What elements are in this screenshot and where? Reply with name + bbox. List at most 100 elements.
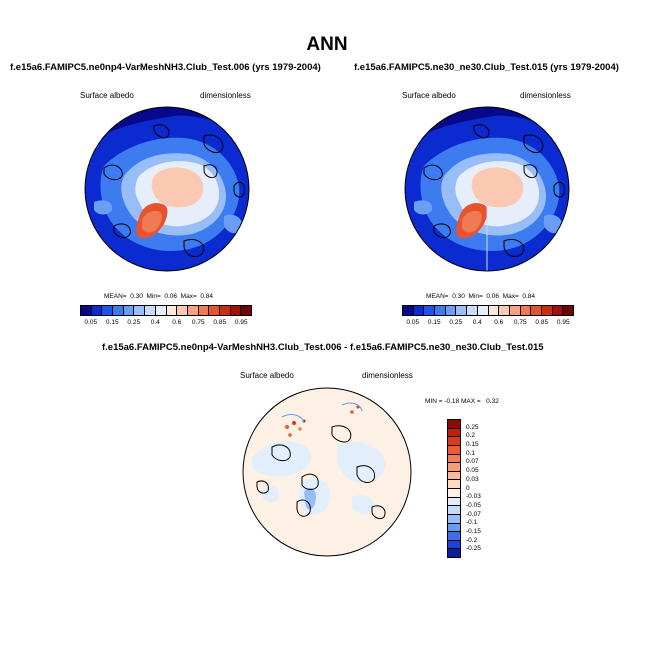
panel2-colorbar-swatch [403,306,413,315]
panel1-stats: MEAN= 0.30 Min= 0.06 Max= 0.84 [104,293,214,300]
panel2-units-label: dimensionless [520,91,571,100]
panel2-colorbar-swatch [498,306,509,315]
panel1-colorbar-swatch [144,306,155,315]
difference-colorbar-swatch [448,453,460,463]
panel2-colorbar-tick-label: 0.15 [427,319,441,326]
panel1-colorbar-tick-label: 0.75 [191,319,205,326]
panel1-colorbar-swatch [208,306,219,315]
panel1-colorbar-swatch [229,306,241,315]
difference-colorbar-swatch [448,436,460,445]
difference-colorbar-swatch [448,513,460,523]
panel2-colorbar-swatch [423,306,435,315]
panel1-colorbar-tick-label: 0.4 [150,319,160,326]
difference-title: f.e15a6.FAMIPC5.ne0np4-VarMeshNH3.Club_T… [102,342,544,353]
panel1-colorbar-swatch [101,306,113,315]
panel2-colorbar-swatch [551,306,563,315]
difference-colorbar-swatch [448,462,460,471]
panel1-variable-label: Surface albedo [80,91,134,100]
panel1-colorbar-tick-label: 0.25 [127,319,141,326]
panel2-colorbar-swatch [519,306,531,315]
difference-colorbar-tick-label: -0.07 [466,510,481,518]
difference-colorbar-tick-label: -0.1 [466,519,478,527]
difference-colorbar-swatch [448,427,460,437]
panel1-coastlines [103,134,246,257]
panel2-variable-label: Surface albedo [402,91,456,100]
panel1-colorbar-swatch [154,306,166,315]
difference-colorbar-swatch [448,496,460,506]
panel1-colorbar-swatch [133,306,145,315]
page-title: ANN [306,34,348,55]
difference-colorbar-tick-label: 0.15 [466,441,479,449]
panel1-colorbar-swatch [240,306,251,315]
panel2-colorbar-tick-label: 0.6 [494,319,504,326]
panel2-colorbar-tick-label: 0.75 [513,319,527,326]
panel2-colorbar-swatch [487,306,499,315]
panel2-colorbar-swatch [412,306,424,315]
difference-units-label: dimensionless [362,371,413,380]
panel1-colorbar-swatch [218,306,230,315]
panel1-polar-map [84,106,250,272]
difference-colorbar-swatch [448,548,460,557]
difference-stats: MIN = -0.18 MAX = 0.32 [425,398,499,405]
panel2-colorbar-tick-label: 0.05 [406,319,420,326]
panel1-colorbar [80,305,252,316]
difference-variable-label: Surface albedo [240,371,294,380]
panel2-colorbar-swatch [434,306,445,315]
difference-colorbar-tick-label: -0.03 [466,493,481,501]
difference-colorbar-swatch [448,470,460,480]
difference-colorbar-tick-label: 0.2 [466,432,476,440]
panel2-colorbar-tick-label: 0.4 [472,319,482,326]
panel1-case-title: f.e15a6.FAMIPC5.ne0np4-VarMeshNH3.Club_T… [10,62,321,73]
difference-colorbar-tick-label: 0.1 [466,449,476,457]
panel2-colorbar-swatch [455,306,467,315]
panel2-polar-map [404,106,570,272]
panel2-colorbar-swatch [530,306,541,315]
difference-colorbar-tick-label: 0.07 [466,458,479,466]
panel2-colorbar-tick-label: 0.85 [535,319,549,326]
panel1-colorbar-swatch [112,306,123,315]
panel1-colorbar-swatch [81,306,91,315]
panel2-stats: MEAN= 0.30 Min= 0.06 Max= 0.84 [426,293,536,300]
difference-colorbar-tick-label: 0.05 [466,467,479,475]
panel1-colorbar-swatch [176,306,187,315]
panel1-colorbar-tick-label: 0.6 [172,319,182,326]
panel1-colorbar-swatch [197,306,209,315]
panel1-colorbar-tick-label: 0.85 [213,319,227,326]
difference-colorbar-tick-label: -0.05 [466,501,481,509]
difference-colorbar-tick-label: -0.25 [466,545,481,553]
difference-coastlines [271,425,376,490]
difference-colorbar-swatch [448,539,460,549]
panel2-colorbar-swatch [444,306,456,315]
panel1-colorbar-swatch [90,306,102,315]
difference-polar-map [242,387,412,557]
panel1-colorbar-swatch [165,306,177,315]
difference-colorbar-tick-label: 0 [466,484,470,492]
difference-colorbar-tick-label: 0.03 [466,475,479,483]
difference-colorbar-swatch [448,531,460,540]
panel1-units-label: dimensionless [200,91,251,100]
panel2-colorbar [402,305,574,316]
difference-colorbar-swatch [448,420,460,428]
difference-colorbar-swatch [448,444,460,454]
panel2-colorbar-labels: 0.05 0.15 0.25 0.4 0.6 0.75 0.85 0.95 [402,319,574,329]
difference-colorbar-swatch [448,488,460,497]
panel1-colorbar-tick-label: 0.95 [234,319,248,326]
panel2-colorbar-swatch [508,306,520,315]
panel2-colorbar-swatch [540,306,552,315]
difference-colorbar-tick-label: 0.25 [466,423,479,431]
difference-colorbar-labels: 0.25 0.2 0.15 0.1 0.07 0.05 0.03 0 -0.03 -0.05 -0.… [466,419,506,558]
difference-colorbar-swatch [448,505,460,514]
panel2-colorbar-swatch [476,306,488,315]
panel1-colorbar-labels: 0.05 0.15 0.25 0.4 0.6 0.75 0.85 0.95 [80,319,252,329]
panel2-colorbar-tick-label: 0.95 [556,319,570,326]
panel2-case-title: f.e15a6.FAMIPC5.ne30_ne30.Club_Test.015 … [354,62,619,73]
difference-colorbar [447,419,461,558]
difference-colorbar-swatch [448,479,460,488]
panel2-coastlines [423,134,566,257]
difference-colorbar-swatch [448,522,460,532]
panel1-colorbar-swatch [122,306,134,315]
panel2-colorbar-tick-label: 0.25 [449,319,463,326]
difference-colorbar-tick-label: -0.15 [466,527,481,535]
panel1-colorbar-tick-label: 0.05 [84,319,98,326]
panel1-colorbar-tick-label: 0.15 [105,319,119,326]
